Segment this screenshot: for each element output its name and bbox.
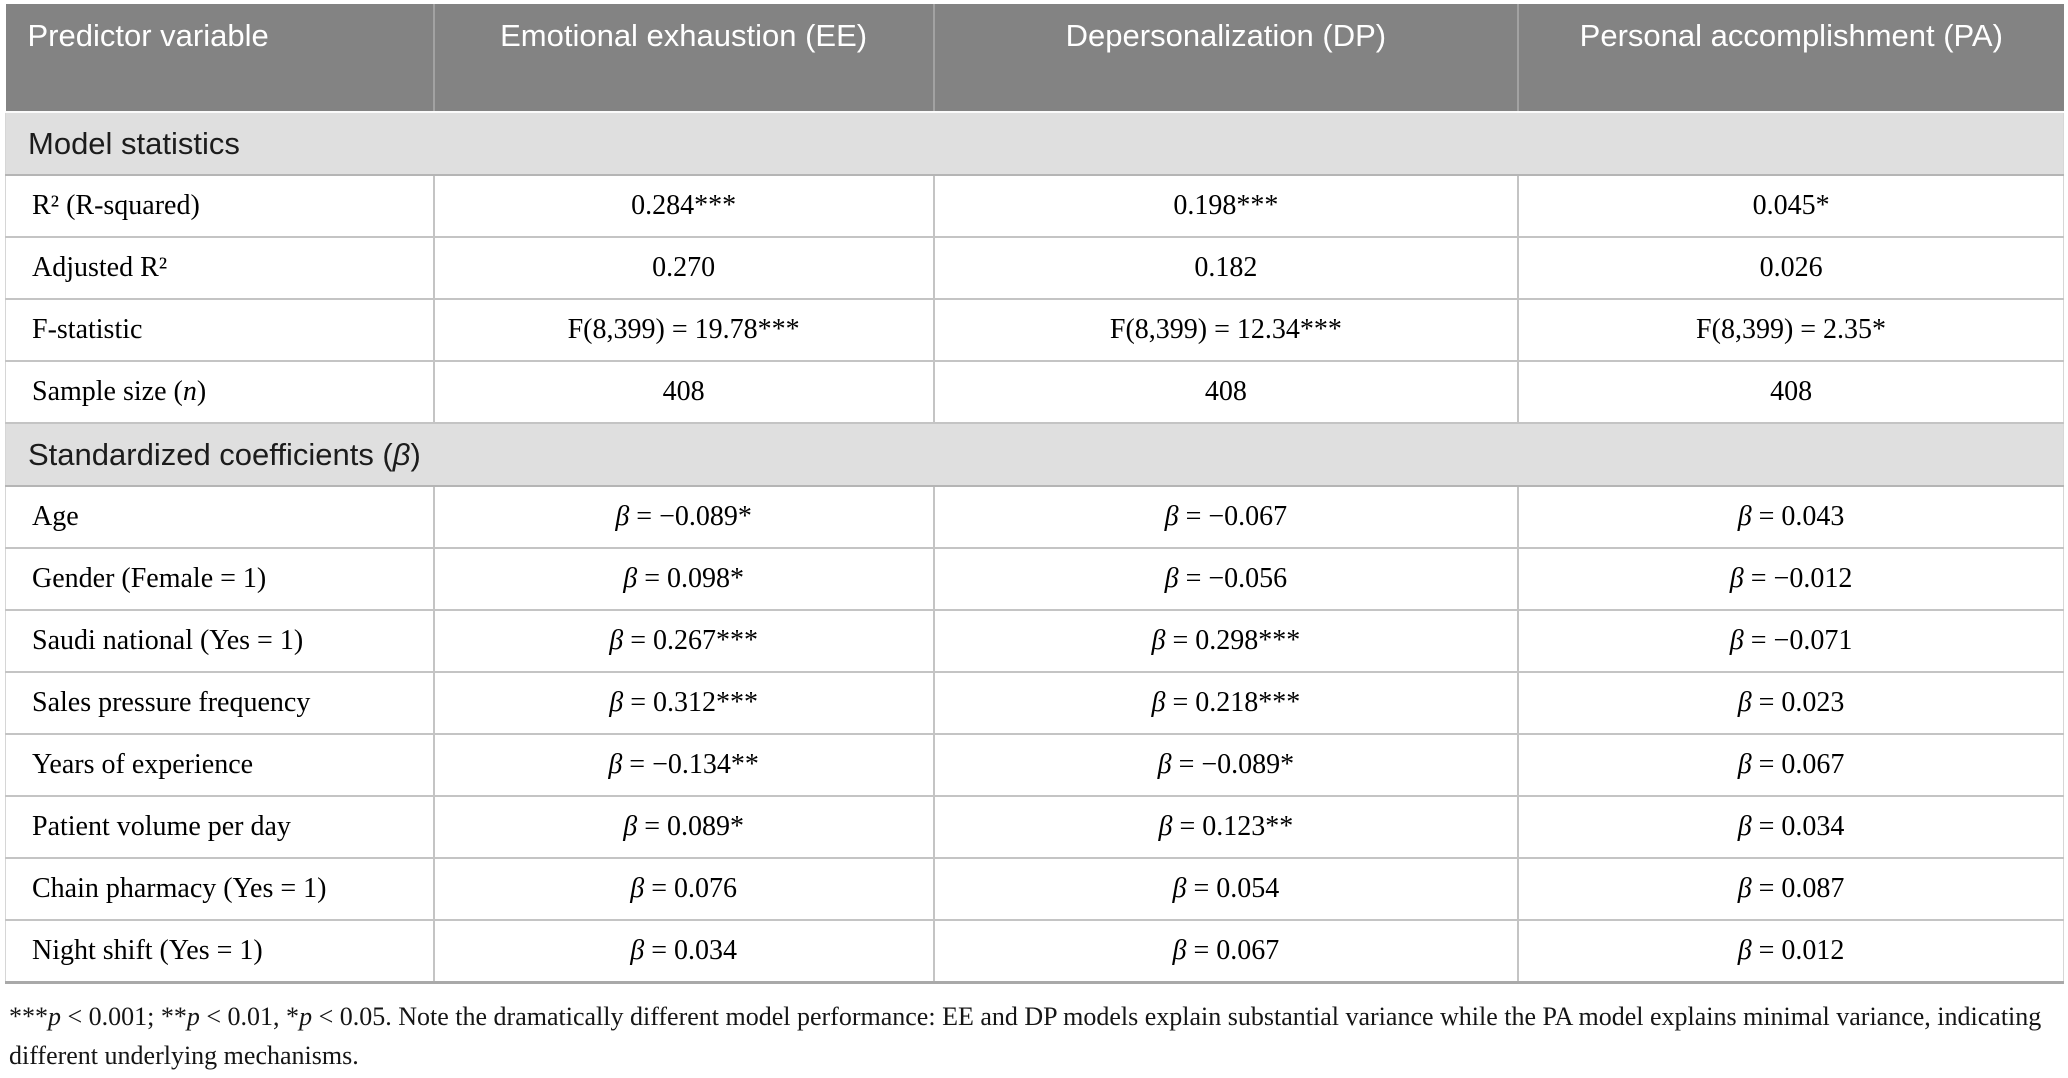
cell-value-ee: 0.270 [433, 237, 935, 300]
cell-value-dp: β = −0.056 [933, 548, 1520, 611]
row-label: Saudi national (Yes = 1) [4, 610, 435, 673]
section-header-row: Standardized coefficients (β) [5, 422, 2064, 487]
table-row: Sales pressure frequency β = 0.312*** β … [4, 672, 2065, 735]
cell-value-dp: β = 0.067 [933, 920, 1520, 984]
row-label: Chain pharmacy (Yes = 1) [4, 858, 435, 921]
cell-value-pa: F(8,399) = 2.35* [1518, 299, 2065, 362]
cell-value-dp: 408 [933, 361, 1520, 424]
cell-value-ee: β = −0.134** [433, 734, 935, 797]
cell-value-dp: F(8,399) = 12.34*** [933, 299, 1520, 362]
cell-value-ee: β = 0.267*** [433, 610, 935, 673]
table-header-row: Predictor variable Emotional exhaustion … [5, 4, 2064, 113]
cell-value-pa: β = 0.023 [1518, 672, 2065, 735]
table-footnote: ***p < 0.001; **p < 0.01, *p < 0.05. Not… [9, 1001, 2042, 1070]
cell-value-pa: β = 0.012 [1518, 920, 2065, 984]
regression-results-table: Predictor variable Emotional exhaustion … [4, 4, 2065, 984]
table-row: Night shift (Yes = 1) β = 0.034 β = 0.06… [4, 920, 2065, 984]
table-row: R² (R-squared) 0.284*** 0.198*** 0.045* [4, 175, 2065, 238]
row-label: Adjusted R² [4, 237, 435, 300]
cell-value-dp: β = −0.089* [933, 734, 1520, 797]
cell-value-ee: β = 0.312*** [433, 672, 935, 735]
cell-value-dp: β = 0.298*** [933, 610, 1520, 673]
cell-value-pa: β = 0.067 [1518, 734, 2065, 797]
cell-value-dp: 0.182 [933, 237, 1520, 300]
row-label: R² (R-squared) [4, 175, 435, 238]
row-label: Sales pressure frequency [4, 672, 435, 735]
table-row: Adjusted R² 0.270 0.182 0.026 [4, 237, 2065, 300]
section-header: Standardized coefficients (β) [5, 422, 2064, 487]
table-row: Sample size (n) 408 408 408 [4, 361, 2065, 424]
cell-value-pa: 0.045* [1518, 175, 2065, 238]
row-label: Age [4, 486, 435, 549]
cell-value-pa: 408 [1518, 361, 2065, 424]
cell-value-pa: 0.026 [1518, 237, 2065, 300]
table-row: Gender (Female = 1) β = 0.098* β = −0.05… [4, 548, 2065, 611]
table-row: Saudi national (Yes = 1) β = 0.267*** β … [4, 610, 2065, 673]
column-header-emotional-exhaustion: Emotional exhaustion (EE) [433, 4, 935, 113]
row-label: Patient volume per day [4, 796, 435, 859]
table-body: Model statistics R² (R-squared) 0.284***… [4, 111, 2065, 984]
cell-value-dp: β = 0.054 [933, 858, 1520, 921]
row-label: Sample size (n) [4, 361, 435, 424]
column-header-predictor-variable: Predictor variable [5, 4, 435, 113]
cell-value-dp: β = 0.123** [933, 796, 1520, 859]
section-header-row: Model statistics [5, 111, 2064, 176]
row-label: Gender (Female = 1) [4, 548, 435, 611]
cell-value-ee: β = −0.089* [433, 486, 935, 549]
section-header: Model statistics [5, 111, 2064, 176]
cell-value-pa: β = −0.071 [1518, 610, 2065, 673]
cell-value-dp: β = 0.218*** [933, 672, 1520, 735]
table-row: Chain pharmacy (Yes = 1) β = 0.076 β = 0… [4, 858, 2065, 921]
row-label: Years of experience [4, 734, 435, 797]
cell-value-pa: β = 0.087 [1518, 858, 2065, 921]
table-row: Age β = −0.089* β = −0.067 β = 0.043 [4, 486, 2065, 549]
cell-value-pa: β = 0.043 [1518, 486, 2065, 549]
row-label: Night shift (Yes = 1) [4, 920, 435, 984]
cell-value-ee: β = 0.076 [433, 858, 935, 921]
cell-value-ee: β = 0.089* [433, 796, 935, 859]
cell-value-ee: β = 0.034 [433, 920, 935, 984]
cell-value-dp: 0.198*** [933, 175, 1520, 238]
column-header-depersonalization: Depersonalization (DP) [933, 4, 1520, 113]
cell-value-dp: β = −0.067 [933, 486, 1520, 549]
table-row: Years of experience β = −0.134** β = −0.… [4, 734, 2065, 797]
cell-value-ee: F(8,399) = 19.78*** [433, 299, 935, 362]
column-header-personal-accomplishment: Personal accomplishment (PA) [1518, 4, 2064, 113]
table-row: F-statistic F(8,399) = 19.78*** F(8,399)… [4, 299, 2065, 362]
table-row: Patient volume per day β = 0.089* β = 0.… [4, 796, 2065, 859]
row-label: F-statistic [4, 299, 435, 362]
cell-value-pa: β = −0.012 [1518, 548, 2065, 611]
cell-value-ee: 408 [433, 361, 935, 424]
cell-value-pa: β = 0.034 [1518, 796, 2065, 859]
cell-value-ee: β = 0.098* [433, 548, 935, 611]
cell-value-ee: 0.284*** [433, 175, 935, 238]
